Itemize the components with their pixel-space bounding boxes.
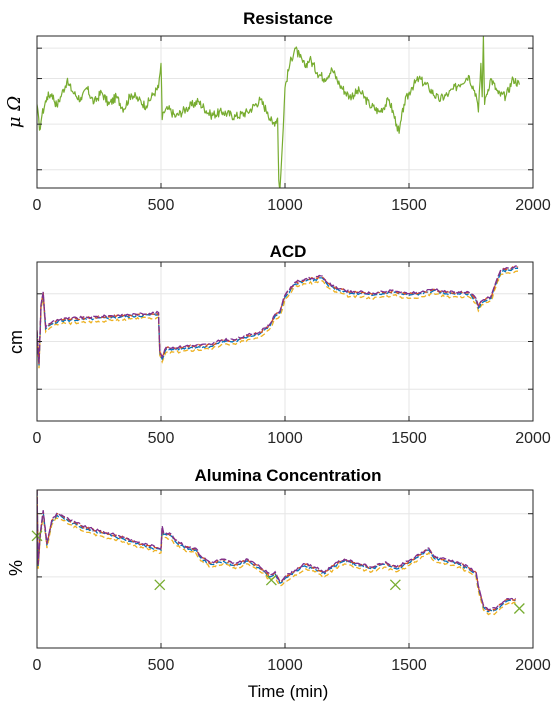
x-tick-label: 500 — [148, 657, 175, 674]
series-line-trace — [37, 266, 518, 363]
x-axis-label: Time (min) — [248, 682, 329, 701]
cross-marker — [155, 580, 165, 590]
x-tick-label: 1000 — [267, 657, 303, 674]
acd-ylabel: cm — [6, 330, 26, 354]
resistance-title: Resistance — [243, 9, 333, 28]
alumina-ylabel: % — [6, 560, 26, 576]
cross-marker — [390, 580, 400, 590]
plot-area — [37, 36, 519, 188]
x-tick-label: 2000 — [515, 430, 551, 447]
acd-title: ACD — [270, 242, 307, 261]
x-tick-label: 500 — [148, 430, 175, 447]
x-tick-label: 0 — [33, 430, 42, 447]
x-tick-label: 500 — [148, 197, 175, 214]
resistance-panel: 0 500 1000 1500 2000 — [33, 36, 551, 214]
x-tick-label: 1000 — [267, 430, 303, 447]
series-line-trace — [37, 493, 516, 615]
alumina-panel: 0 500 1000 1500 2000 — [32, 488, 551, 674]
cross-marker — [514, 604, 524, 614]
x-tick-label: 1000 — [267, 197, 303, 214]
x-tick-label: 0 — [33, 197, 42, 214]
series-line-trace — [37, 271, 518, 368]
series-line-trace — [37, 489, 516, 611]
acd-panel: 0 500 1000 1500 2000 — [33, 262, 551, 447]
x-tick-label: 1500 — [391, 430, 427, 447]
x-tick-label: 1500 — [391, 197, 427, 214]
plot-area — [37, 266, 518, 368]
x-tick-label: 2000 — [515, 197, 551, 214]
alumina-title: Alumina Concentration — [194, 466, 381, 485]
series-line-trace — [37, 488, 516, 610]
x-tick-label: 0 — [33, 657, 42, 674]
resistance-series-line — [37, 36, 519, 188]
resistance-ylabel: μ Ω — [4, 96, 25, 128]
x-tick-label: 1500 — [391, 657, 427, 674]
series-line-trace — [37, 490, 516, 612]
plot-area — [37, 488, 516, 614]
x-tick-label: 2000 — [515, 657, 551, 674]
